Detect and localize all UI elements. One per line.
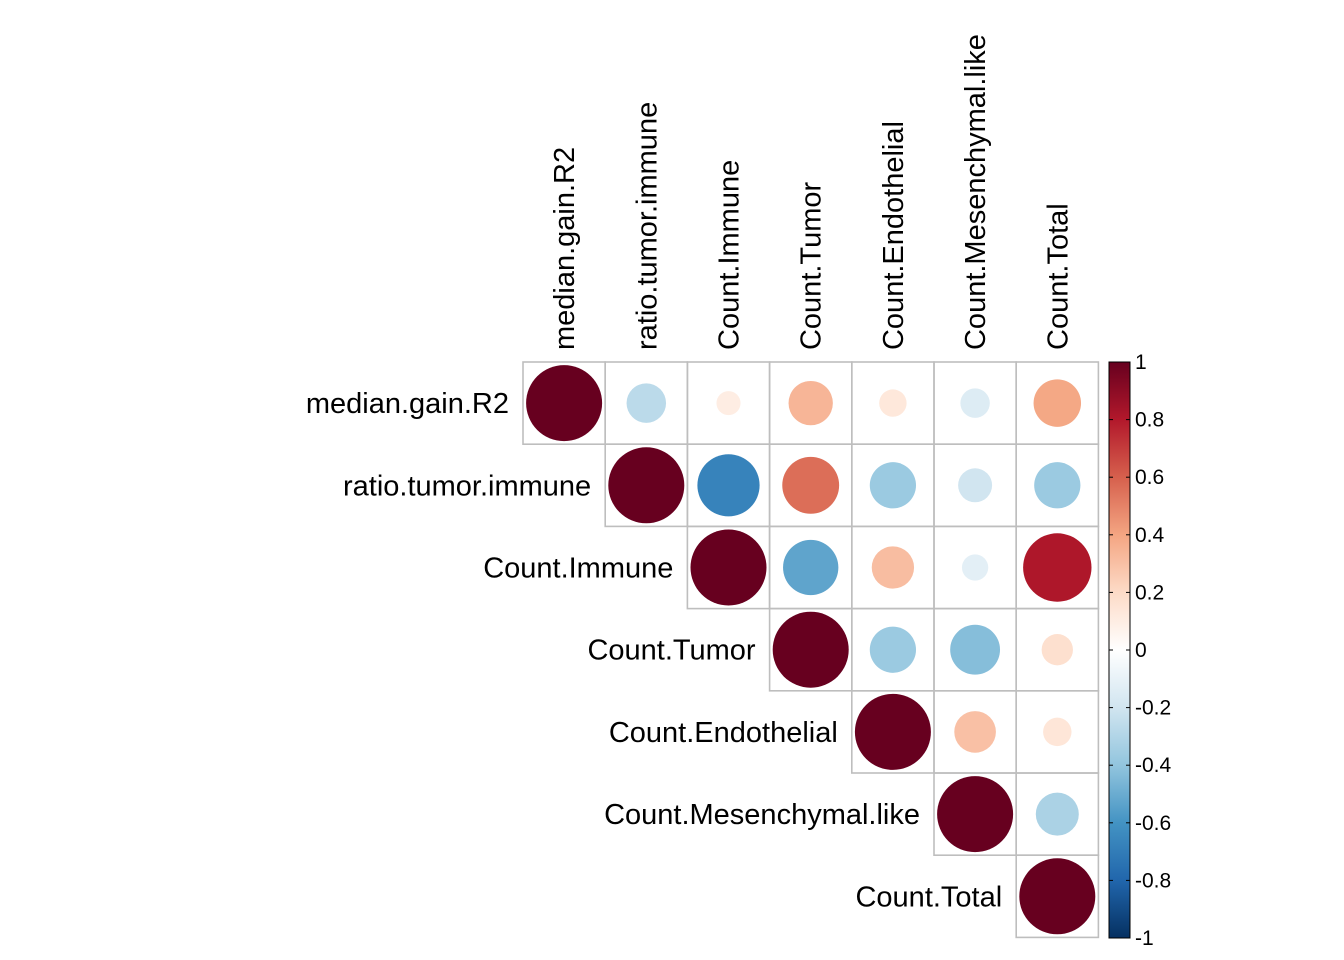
cell-6-6 [1015,854,1100,939]
circle-Count.Endothelial-Count.Total [1043,717,1072,747]
circle-ratio.tumor.immune-Count.Mesenchymal.like [958,468,993,503]
row-label: Count.Mesenchymal.like [604,799,920,831]
circle-ratio.tumor.immune-ratio.tumor.immune [608,447,685,524]
row-label: Count.Endothelial [609,717,838,749]
colorbar-tick-label: 0.2 [1135,581,1164,604]
circle-median.gain.R2-Count.Immune [716,391,741,416]
cell-grid [522,361,1100,939]
colorbar-tick-label: 0.6 [1135,466,1164,489]
circle-Count.Endothelial-Count.Mesenchymal.like [954,711,996,753]
column-label: Count.Immune [714,160,746,350]
column-label: Count.Total [1042,203,1074,350]
column-label: ratio.tumor.immune [631,102,663,350]
circle-ratio.tumor.immune-Count.Immune [697,454,760,517]
row-labels: median.gain.R2 ratio.tumor.immune Count.Im… [306,388,1002,913]
circle-Count.Total-Count.Total [1019,858,1096,935]
color-legend: 1 0.8 0.6 0.4 0.2 0 -0.2 -0.4 -0.6 -0.8 -1 [1108,351,1172,950]
row-label: median.gain.R2 [306,388,509,420]
row-label: Count.Immune [483,553,673,585]
circle-Count.Tumor-Count.Total [1041,634,1073,666]
circle-Count.Tumor-Count.Tumor [772,611,849,688]
circle-Count.Tumor-Count.Mesenchymal.like [950,624,1001,675]
circle-median.gain.R2-median.gain.R2 [526,365,603,442]
column-label: median.gain.R2 [549,147,581,350]
circle-Count.Immune-Count.Endothelial [871,546,915,589]
colorbar-tick-label: -0.4 [1135,754,1172,777]
colorbar-tick-label: -0.6 [1135,812,1171,835]
correlation-circles [526,365,1096,935]
row-label: Count.Total [855,881,1002,913]
column-label: Count.Endothelial [878,121,910,350]
circle-Count.Immune-Count.Mesenchymal.like [961,554,989,581]
circle-Count.Mesenchymal.like-Count.Total [1035,792,1079,836]
circle-ratio.tumor.immune-Count.Endothelial [869,462,917,509]
circle-Count.Endothelial-Count.Endothelial [854,693,931,770]
colorbar-tick-label: -0.8 [1135,869,1171,892]
colorbar-tick-label: 0.4 [1135,524,1165,547]
column-label: Count.Mesenchymal.like [960,34,992,350]
column-labels: median.gain.R2 ratio.tumor.immune Count.Im… [549,34,1074,350]
circle-Count.Immune-Count.Total [1023,533,1092,602]
circle-median.gain.R2-Count.Tumor [788,380,833,426]
column-label: Count.Tumor [796,182,828,350]
circle-Count.Mesenchymal.like-Count.Mesenchymal.like [937,776,1014,853]
colorbar-tick-label: 0 [1135,639,1147,662]
circle-ratio.tumor.immune-Count.Tumor [782,456,840,514]
colorbar-tick-label: 1 [1135,351,1147,374]
colorbar-tick-label: -0.2 [1135,697,1171,720]
row-label: Count.Tumor [587,635,755,667]
circle-ratio.tumor.immune-Count.Total [1034,462,1081,509]
colorbar-tick-label: 0.8 [1135,409,1164,432]
circle-median.gain.R2-ratio.tumor.immune [626,383,667,423]
colorbar-tick-label: -1 [1135,927,1154,950]
row-label: ratio.tumor.immune [343,470,591,502]
circle-Count.Immune-Count.Immune [690,529,767,606]
circle-Count.Immune-Count.Tumor [783,539,839,596]
circle-median.gain.R2-Count.Total [1033,379,1082,427]
circle-Count.Tumor-Count.Endothelial [869,626,917,673]
circle-median.gain.R2-Count.Endothelial [879,389,907,417]
circle-median.gain.R2-Count.Mesenchymal.like [960,388,990,418]
